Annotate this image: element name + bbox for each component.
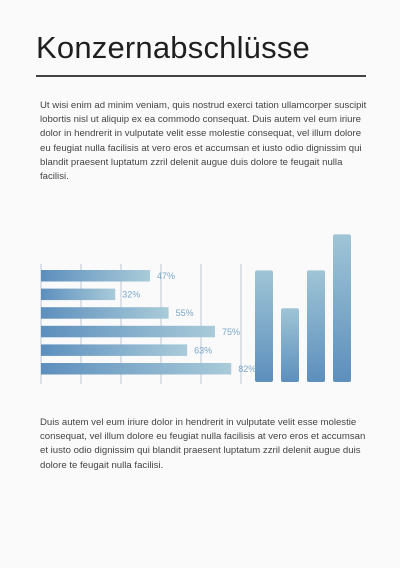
bar-value-label: 55% [176, 308, 194, 318]
bar [41, 344, 188, 356]
bar [41, 363, 232, 375]
body-paragraph-2: Duis autem vel eum iriure dolor in hendr… [40, 417, 366, 471]
bar [41, 288, 116, 301]
column-bar [333, 234, 351, 382]
bar [41, 270, 151, 282]
vertical-bar-chart [255, 234, 351, 382]
bar-value-label: 32% [122, 290, 140, 300]
bar [41, 307, 169, 319]
column-bar [307, 270, 325, 382]
horizontal-bar-chart: 47% 32% 55% 75% 63% 82% [40, 264, 256, 384]
title-underline [36, 75, 366, 77]
body-paragraph-1: Ut wisi enim ad minim veniam, quis nostr… [40, 100, 367, 183]
column-bar [281, 308, 299, 382]
bar-value-label: 47% [157, 271, 175, 281]
bar [41, 325, 215, 338]
bar-value-label: 75% [222, 327, 240, 337]
column-bar [255, 270, 273, 382]
bar-value-label: 63% [194, 345, 212, 355]
bar-value-label: 82% [238, 364, 256, 374]
page-title: Konzernabschlüsse [36, 30, 310, 65]
